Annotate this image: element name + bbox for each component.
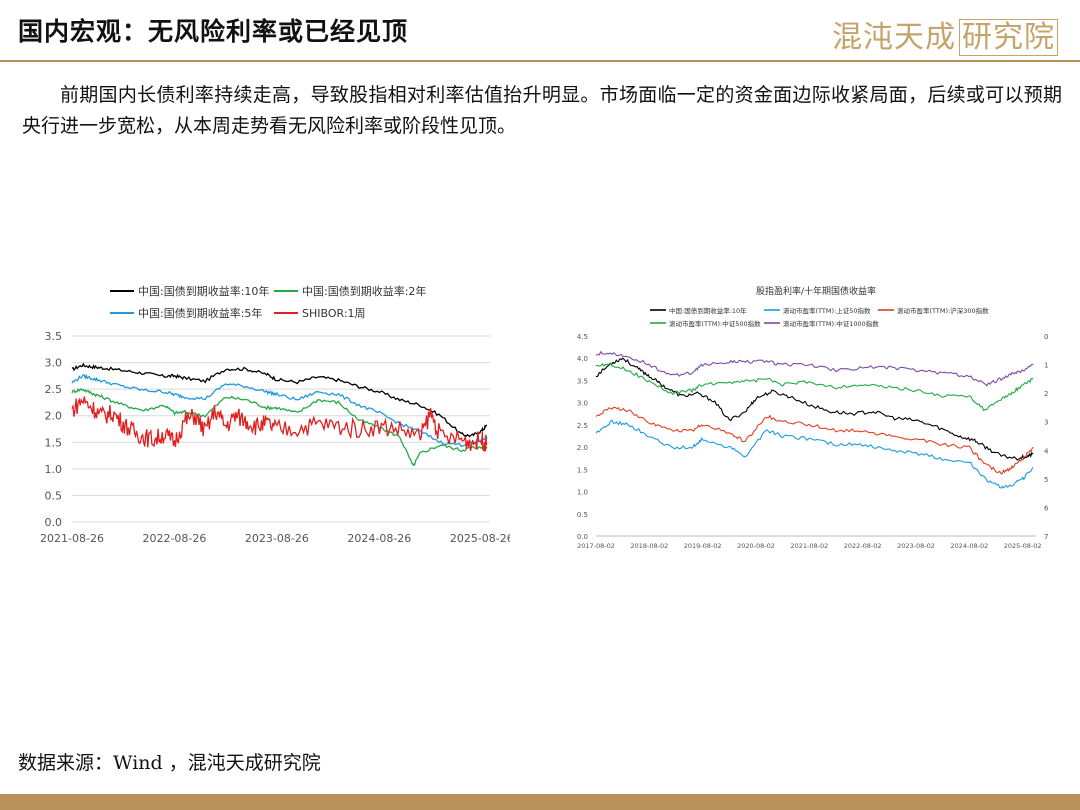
series-line <box>71 387 488 467</box>
x-tick-label: 2024-08-02 <box>950 542 988 550</box>
y2-tick-label: 5 <box>1044 476 1048 484</box>
x-tick-label: 2025-08-02 <box>1004 542 1042 550</box>
y-tick-label: 1.5 <box>45 436 63 449</box>
logo-boxed-text: 研究院 <box>959 19 1058 56</box>
series-line <box>595 406 1034 475</box>
y2-tick-label: 1 <box>1044 362 1048 370</box>
y-tick-label: 4.5 <box>577 333 588 341</box>
x-tick-label: 2021-08-02 <box>790 542 828 550</box>
summary-paragraph: 前期国内长债利率持续走高，导致股指相对利率估值抬升明显。市场面临一定的资金面边际… <box>22 84 1062 137</box>
y-tick-label: 1.0 <box>45 463 63 476</box>
y-tick-label: 0.5 <box>45 489 63 502</box>
legend-label: SHIBOR:1周 <box>302 307 366 320</box>
brand-logo: 混沌天成 研究院 <box>832 12 1058 56</box>
x-tick-label: 2025-08-26 <box>450 532 510 545</box>
y2-tick-label: 6 <box>1044 504 1049 512</box>
y2-tick-label: 3 <box>1044 419 1048 427</box>
x-tick-label: 2017-08-02 <box>577 542 615 550</box>
legend-label: 滚动市盈率(TTM):上证50指数 <box>783 306 871 315</box>
y-tick-label: 1.5 <box>577 466 588 474</box>
y-tick-label: 1.0 <box>577 489 588 497</box>
series-line <box>71 374 488 448</box>
header-divider <box>0 60 1080 62</box>
y-tick-label: 2.5 <box>45 383 63 396</box>
y-tick-label: 2.0 <box>577 444 588 452</box>
data-source: 数据来源：Wind ，混沌天成研究院 <box>18 752 321 774</box>
legend-label: 中国:国债到期收益率:5年 <box>138 306 262 320</box>
legend-label: 滚动市盈率(TTM):沪深300指数 <box>897 306 989 315</box>
series-line <box>595 362 1034 412</box>
series-line <box>595 350 1034 387</box>
legend-label: 中国:国债到期收益率:2年 <box>302 284 426 298</box>
bond-yield-chart: 中国:国债到期收益率:10年 中国:国债到期收益率:2年中国:国债到期收益率:5年… <box>40 284 510 545</box>
x-tick-label: 2018-08-02 <box>630 542 668 550</box>
y-tick-label: 3.0 <box>45 357 63 370</box>
y-tick-label: 2.5 <box>577 422 588 430</box>
series-line <box>595 357 1034 461</box>
y-tick-label: 3.0 <box>577 400 588 408</box>
x-tick-label: 2022-08-26 <box>142 532 206 545</box>
footer-bar <box>0 794 1080 810</box>
page-title: 国内宏观：无风险利率或已经见顶 <box>18 17 409 46</box>
legend-label: 中国:国债到期收益率:10年 <box>669 306 747 315</box>
series-line <box>595 419 1034 489</box>
y2-tick-label: 0 <box>1044 333 1048 341</box>
y-tick-label: 0.0 <box>45 516 63 529</box>
y-tick-label: 0.5 <box>577 511 588 519</box>
y-tick-label: 3.5 <box>577 377 588 385</box>
y-tick-label: 0.0 <box>577 533 588 541</box>
x-tick-label: 2021-08-26 <box>40 532 104 545</box>
y2-tick-label: 2 <box>1044 390 1048 398</box>
legend-label: 滚动市盈率(TTM):中证500指数 <box>669 319 761 328</box>
x-tick-label: 2024-08-26 <box>347 532 411 545</box>
x-tick-label: 2023-08-26 <box>245 532 309 545</box>
x-tick-label: 2023-08-02 <box>897 542 935 550</box>
y2-tick-label: 7 <box>1044 533 1048 541</box>
y-tick-label: 4.0 <box>577 355 588 363</box>
x-tick-label: 2019-08-02 <box>684 542 722 550</box>
x-tick-label: 2020-08-02 <box>737 542 775 550</box>
x-tick-label: 2022-08-02 <box>844 542 882 550</box>
page-header: 国内宏观：无风险利率或已经见顶 混沌天成 研究院 <box>0 0 1080 62</box>
series-line <box>71 362 487 438</box>
y-tick-label: 2.0 <box>45 410 63 423</box>
logo-text: 混沌天成 <box>832 20 956 55</box>
series-line <box>71 396 488 452</box>
y-tick-label: 3.5 <box>45 330 63 343</box>
legend-label: 滚动市盈率(TTM):中证1000指数 <box>783 319 879 328</box>
y2-tick-label: 4 <box>1044 447 1049 455</box>
legend-label: 中国:国债到期收益率:10年 <box>138 284 269 298</box>
chart-title: 股指盈利率/十年期国债收益率 <box>756 285 876 297</box>
